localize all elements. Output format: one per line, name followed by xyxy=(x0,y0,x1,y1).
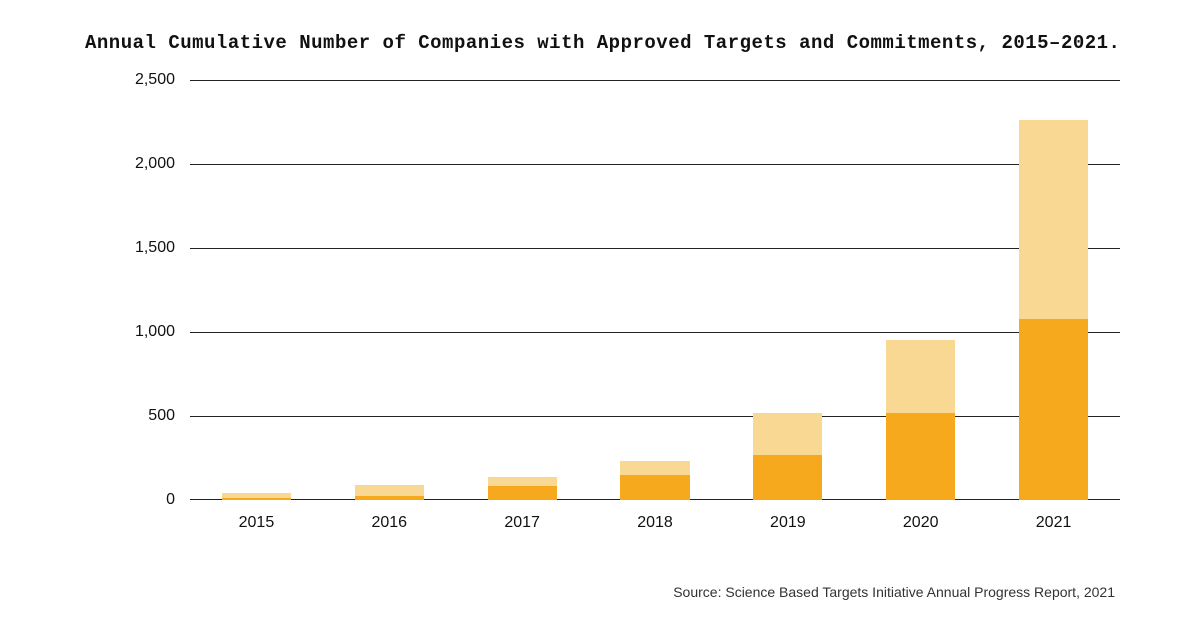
bar-segment-approved_targets xyxy=(1019,319,1088,500)
bar-segment-approved_targets xyxy=(488,486,557,500)
chart-plot-area: 05001,0001,5002,0002,5002015201620172018… xyxy=(190,80,1120,500)
x-axis-label: 2015 xyxy=(190,514,323,532)
bar-segment-approved_targets xyxy=(355,496,424,500)
bar-segment-approved_targets xyxy=(886,413,955,500)
y-axis-label: 1,500 xyxy=(95,239,175,257)
chart-container: Annual Cumulative Number of Companies wi… xyxy=(0,0,1200,630)
bar-group xyxy=(886,340,955,500)
x-axis-label: 2018 xyxy=(589,514,722,532)
chart-title: Annual Cumulative Number of Companies wi… xyxy=(85,32,1120,54)
y-axis-label: 0 xyxy=(95,491,175,509)
bar-segment-commitments xyxy=(753,413,822,455)
bar-group xyxy=(488,476,557,500)
x-axis-label: 2020 xyxy=(854,514,987,532)
bar-segment-approved_targets xyxy=(620,475,689,500)
bar-segment-approved_targets xyxy=(753,455,822,500)
gridline xyxy=(190,164,1120,165)
bar-segment-approved_targets xyxy=(222,498,291,500)
bar-group xyxy=(355,485,424,500)
gridline xyxy=(190,416,1120,417)
bar-segment-commitments xyxy=(355,485,424,496)
bar-segment-commitments xyxy=(222,493,291,498)
bar-segment-commitments xyxy=(620,461,689,474)
gridline xyxy=(190,80,1120,81)
bar-segment-commitments xyxy=(886,340,955,412)
bar-segment-commitments xyxy=(488,477,557,486)
bar-group xyxy=(620,461,689,500)
bar-group xyxy=(753,413,822,500)
y-axis-label: 500 xyxy=(95,407,175,425)
y-axis-label: 2,500 xyxy=(95,71,175,89)
bar-segment-commitments xyxy=(1019,120,1088,318)
gridline xyxy=(190,248,1120,249)
y-axis-label: 1,000 xyxy=(95,323,175,341)
x-axis-label: 2016 xyxy=(323,514,456,532)
gridline xyxy=(190,332,1120,333)
y-axis-label: 2,000 xyxy=(95,155,175,173)
bar-group xyxy=(222,493,291,500)
x-axis-label: 2019 xyxy=(721,514,854,532)
plot-region: 05001,0001,5002,0002,5002015201620172018… xyxy=(190,80,1120,500)
x-axis-label: 2021 xyxy=(987,514,1120,532)
x-axis-label: 2017 xyxy=(456,514,589,532)
chart-source: Source: Science Based Targets Initiative… xyxy=(673,584,1115,600)
bar-group xyxy=(1019,120,1088,500)
